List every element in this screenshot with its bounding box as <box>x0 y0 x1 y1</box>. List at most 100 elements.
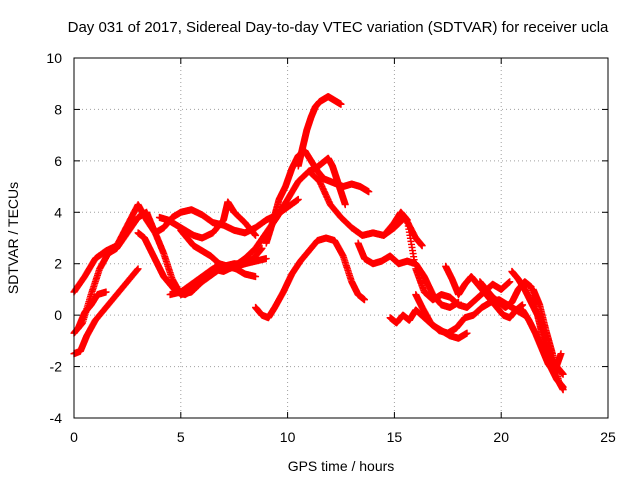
data-point <box>399 311 407 319</box>
data-point <box>380 231 388 239</box>
data-point <box>478 303 486 311</box>
data-point <box>258 311 266 319</box>
y-tick-label: -2 <box>50 359 63 375</box>
data-point <box>284 195 292 203</box>
data-point <box>429 296 437 304</box>
x-tick-label: 20 <box>493 429 509 445</box>
data-point <box>269 219 277 227</box>
data-point <box>294 195 302 203</box>
data-point <box>527 298 535 306</box>
data-point <box>405 316 413 324</box>
data-point <box>412 306 420 314</box>
data-point <box>288 270 296 278</box>
data-series-track-14 <box>380 208 514 311</box>
data-point <box>241 229 249 237</box>
data-point <box>134 213 142 221</box>
data-point <box>412 265 420 273</box>
data-point <box>538 345 546 353</box>
data-point <box>508 267 516 275</box>
data-point <box>147 247 155 255</box>
data-point <box>324 93 332 101</box>
data-point <box>252 273 260 281</box>
data-point <box>482 285 490 293</box>
data-point <box>275 195 283 203</box>
data-point <box>81 273 89 281</box>
data-point <box>378 257 386 265</box>
chart-title: Day 031 of 2017, Sidereal Day-to-day VTE… <box>68 19 609 36</box>
y-tick-label: 8 <box>54 101 62 117</box>
data-point <box>166 291 174 299</box>
data-point <box>307 113 315 121</box>
data-point <box>288 165 296 173</box>
data-point <box>168 275 176 283</box>
data-point <box>348 278 356 286</box>
data-series-track-4 <box>74 288 110 332</box>
data-point <box>360 255 368 263</box>
data-point <box>123 278 131 286</box>
data-point <box>220 216 228 224</box>
data-point <box>341 201 349 209</box>
data-point <box>262 255 270 263</box>
data-point <box>337 100 345 108</box>
data-series-track-9 <box>252 234 368 322</box>
data-point <box>435 327 443 335</box>
data-point <box>241 219 249 227</box>
data-point <box>328 95 336 103</box>
data-point <box>190 231 198 239</box>
data-point <box>420 273 428 281</box>
data-point <box>437 301 445 309</box>
data-point <box>209 219 217 227</box>
data-point <box>326 201 334 209</box>
data-point <box>497 285 505 293</box>
data-point <box>521 285 529 293</box>
data-point <box>469 311 477 319</box>
data-point <box>271 303 279 311</box>
data-point <box>87 291 95 299</box>
data-point <box>356 183 364 191</box>
data-point <box>241 260 249 268</box>
y-tick-label: 6 <box>54 153 62 169</box>
data-series-track-2 <box>70 208 270 337</box>
data-point <box>241 270 249 278</box>
data-point <box>339 252 347 260</box>
data-point <box>314 237 322 245</box>
data-point <box>318 159 326 167</box>
data-point <box>369 229 377 237</box>
data-point <box>454 334 462 342</box>
data-point <box>183 234 191 242</box>
data-point <box>102 303 110 311</box>
data-point <box>207 252 215 260</box>
data-point <box>333 98 341 106</box>
data-point <box>281 183 289 191</box>
x-tick-label: 5 <box>177 429 185 445</box>
data-point <box>386 252 394 260</box>
data-point <box>495 298 503 306</box>
data-point <box>173 288 181 296</box>
data-point <box>499 311 507 319</box>
data-point <box>153 260 161 268</box>
data-point <box>76 347 84 355</box>
data-point <box>164 216 172 224</box>
data-point <box>544 360 552 368</box>
y-axis-label: SDTVAR / TECUs <box>5 182 21 294</box>
data-point <box>151 229 159 237</box>
data-point <box>420 288 428 296</box>
data-point <box>198 211 206 219</box>
x-tick-label: 10 <box>280 429 296 445</box>
y-tick-label: -4 <box>50 410 63 426</box>
data-point <box>331 237 339 245</box>
x-axis-label: GPS time / hours <box>288 458 395 474</box>
y-tick-label: 2 <box>54 256 62 272</box>
data-point <box>472 296 480 304</box>
data-point <box>123 229 131 237</box>
data-point <box>134 265 142 273</box>
data-point <box>393 319 401 327</box>
data-point <box>252 244 260 252</box>
data-point <box>252 231 260 239</box>
data-point <box>160 273 168 281</box>
data-point <box>160 249 168 257</box>
data-point <box>230 226 238 234</box>
data-point <box>395 260 403 268</box>
data-point <box>548 350 556 358</box>
data-point <box>320 95 328 103</box>
